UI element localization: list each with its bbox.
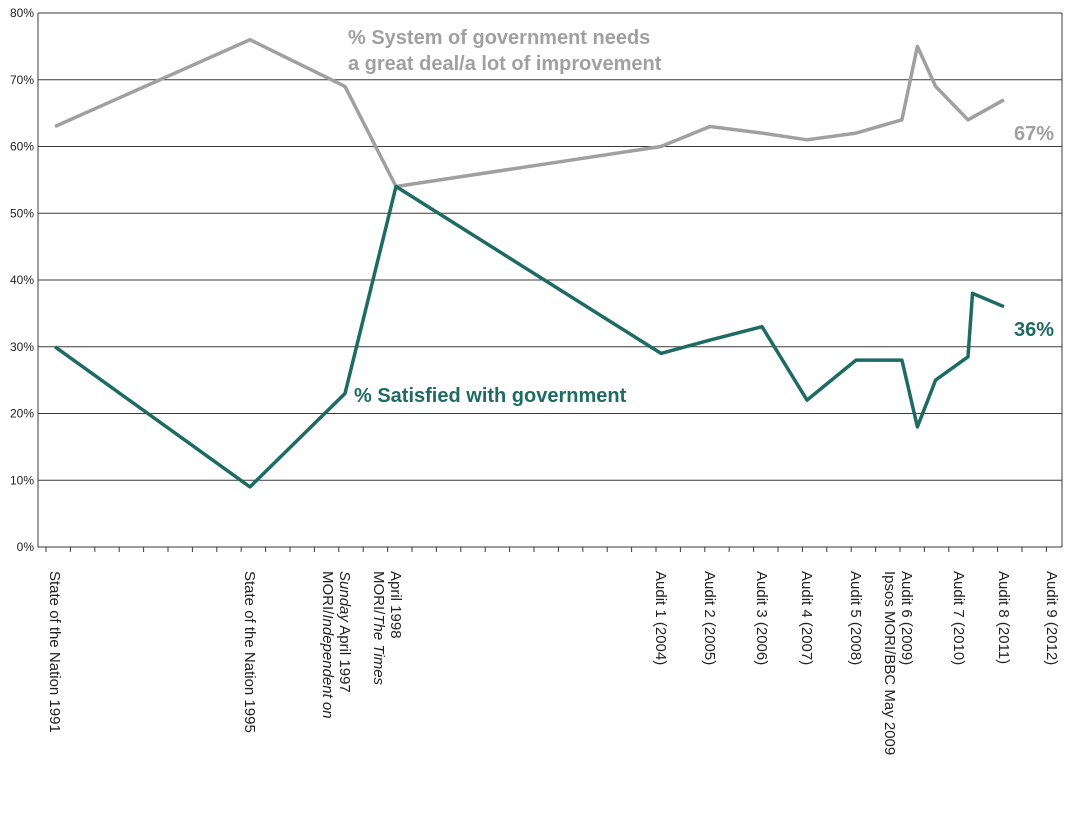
y-tick-label: 40%	[10, 273, 34, 287]
series-label: % System of government needs	[348, 27, 650, 49]
x-tick-label: Audit 1 (2004)	[652, 571, 669, 665]
series-line	[53, 184, 1005, 489]
series-label: a great deal/a lot of improvement	[348, 53, 662, 75]
y-tick-label: 20%	[10, 407, 34, 421]
x-tick-label: Audit 4 (2007)	[798, 571, 815, 665]
gridlines	[37, 12, 1063, 548]
x-tick-label-part: Sunday	[336, 571, 353, 623]
y-tick-label: 60%	[10, 140, 34, 154]
x-tick-label-part: The Times	[370, 614, 387, 685]
y-tick-label: 70%	[10, 73, 34, 87]
x-tick-label-part: MORI/	[370, 571, 387, 615]
x-tick-label: MORI/Independent on	[319, 571, 336, 719]
x-tick-label: Audit 7 (2010)	[950, 571, 967, 665]
x-tick-label: Ipsos MORI/BBC May 2009	[881, 571, 898, 755]
x-tick-label: Audit 6 (2009)	[898, 571, 915, 665]
y-tick-label: 10%	[10, 473, 34, 487]
annotations: % System of government needs a great deal…	[348, 27, 1054, 407]
x-tick-label: Audit 8 (2011)	[995, 571, 1012, 664]
x-tick-label: Audit 2 (2005)	[701, 571, 718, 665]
x-tick-label: April 1998	[387, 571, 404, 639]
y-axis-ticks: 0% 10% 20% 30% 40% 50% 60% 70% 80%	[10, 6, 34, 554]
series-lines	[53, 37, 1005, 489]
series-end-label: 67%	[1014, 123, 1054, 145]
y-tick-label: 80%	[10, 6, 34, 20]
x-tick-label-part: MORI/	[319, 571, 336, 615]
x-tick-label: State of the Nation 1995	[241, 571, 258, 733]
x-tick-label-part: April 1997	[336, 622, 353, 693]
x-tick-label-part: Independent on	[319, 614, 336, 718]
x-tick-label: State of the Nation 1991	[46, 571, 63, 733]
x-tick-label: MORI/The Times	[370, 571, 387, 686]
y-tick-label: 50%	[10, 206, 34, 220]
x-axis: State of the Nation 1991 State of the Nat…	[45, 547, 1060, 755]
series-label: % Satisfied with government	[354, 385, 627, 407]
x-tick-label: Sunday April 1997	[336, 571, 353, 693]
y-tick-label: 30%	[10, 340, 34, 354]
x-tick-label: Audit 9 (2012)	[1043, 571, 1060, 665]
x-tick-label: Audit 5 (2008)	[847, 571, 864, 665]
x-tick-label: Audit 3 (2006)	[753, 571, 770, 665]
y-tick-label: 0%	[17, 540, 35, 554]
series-end-label: 36%	[1014, 319, 1054, 341]
series-line	[54, 37, 1005, 189]
